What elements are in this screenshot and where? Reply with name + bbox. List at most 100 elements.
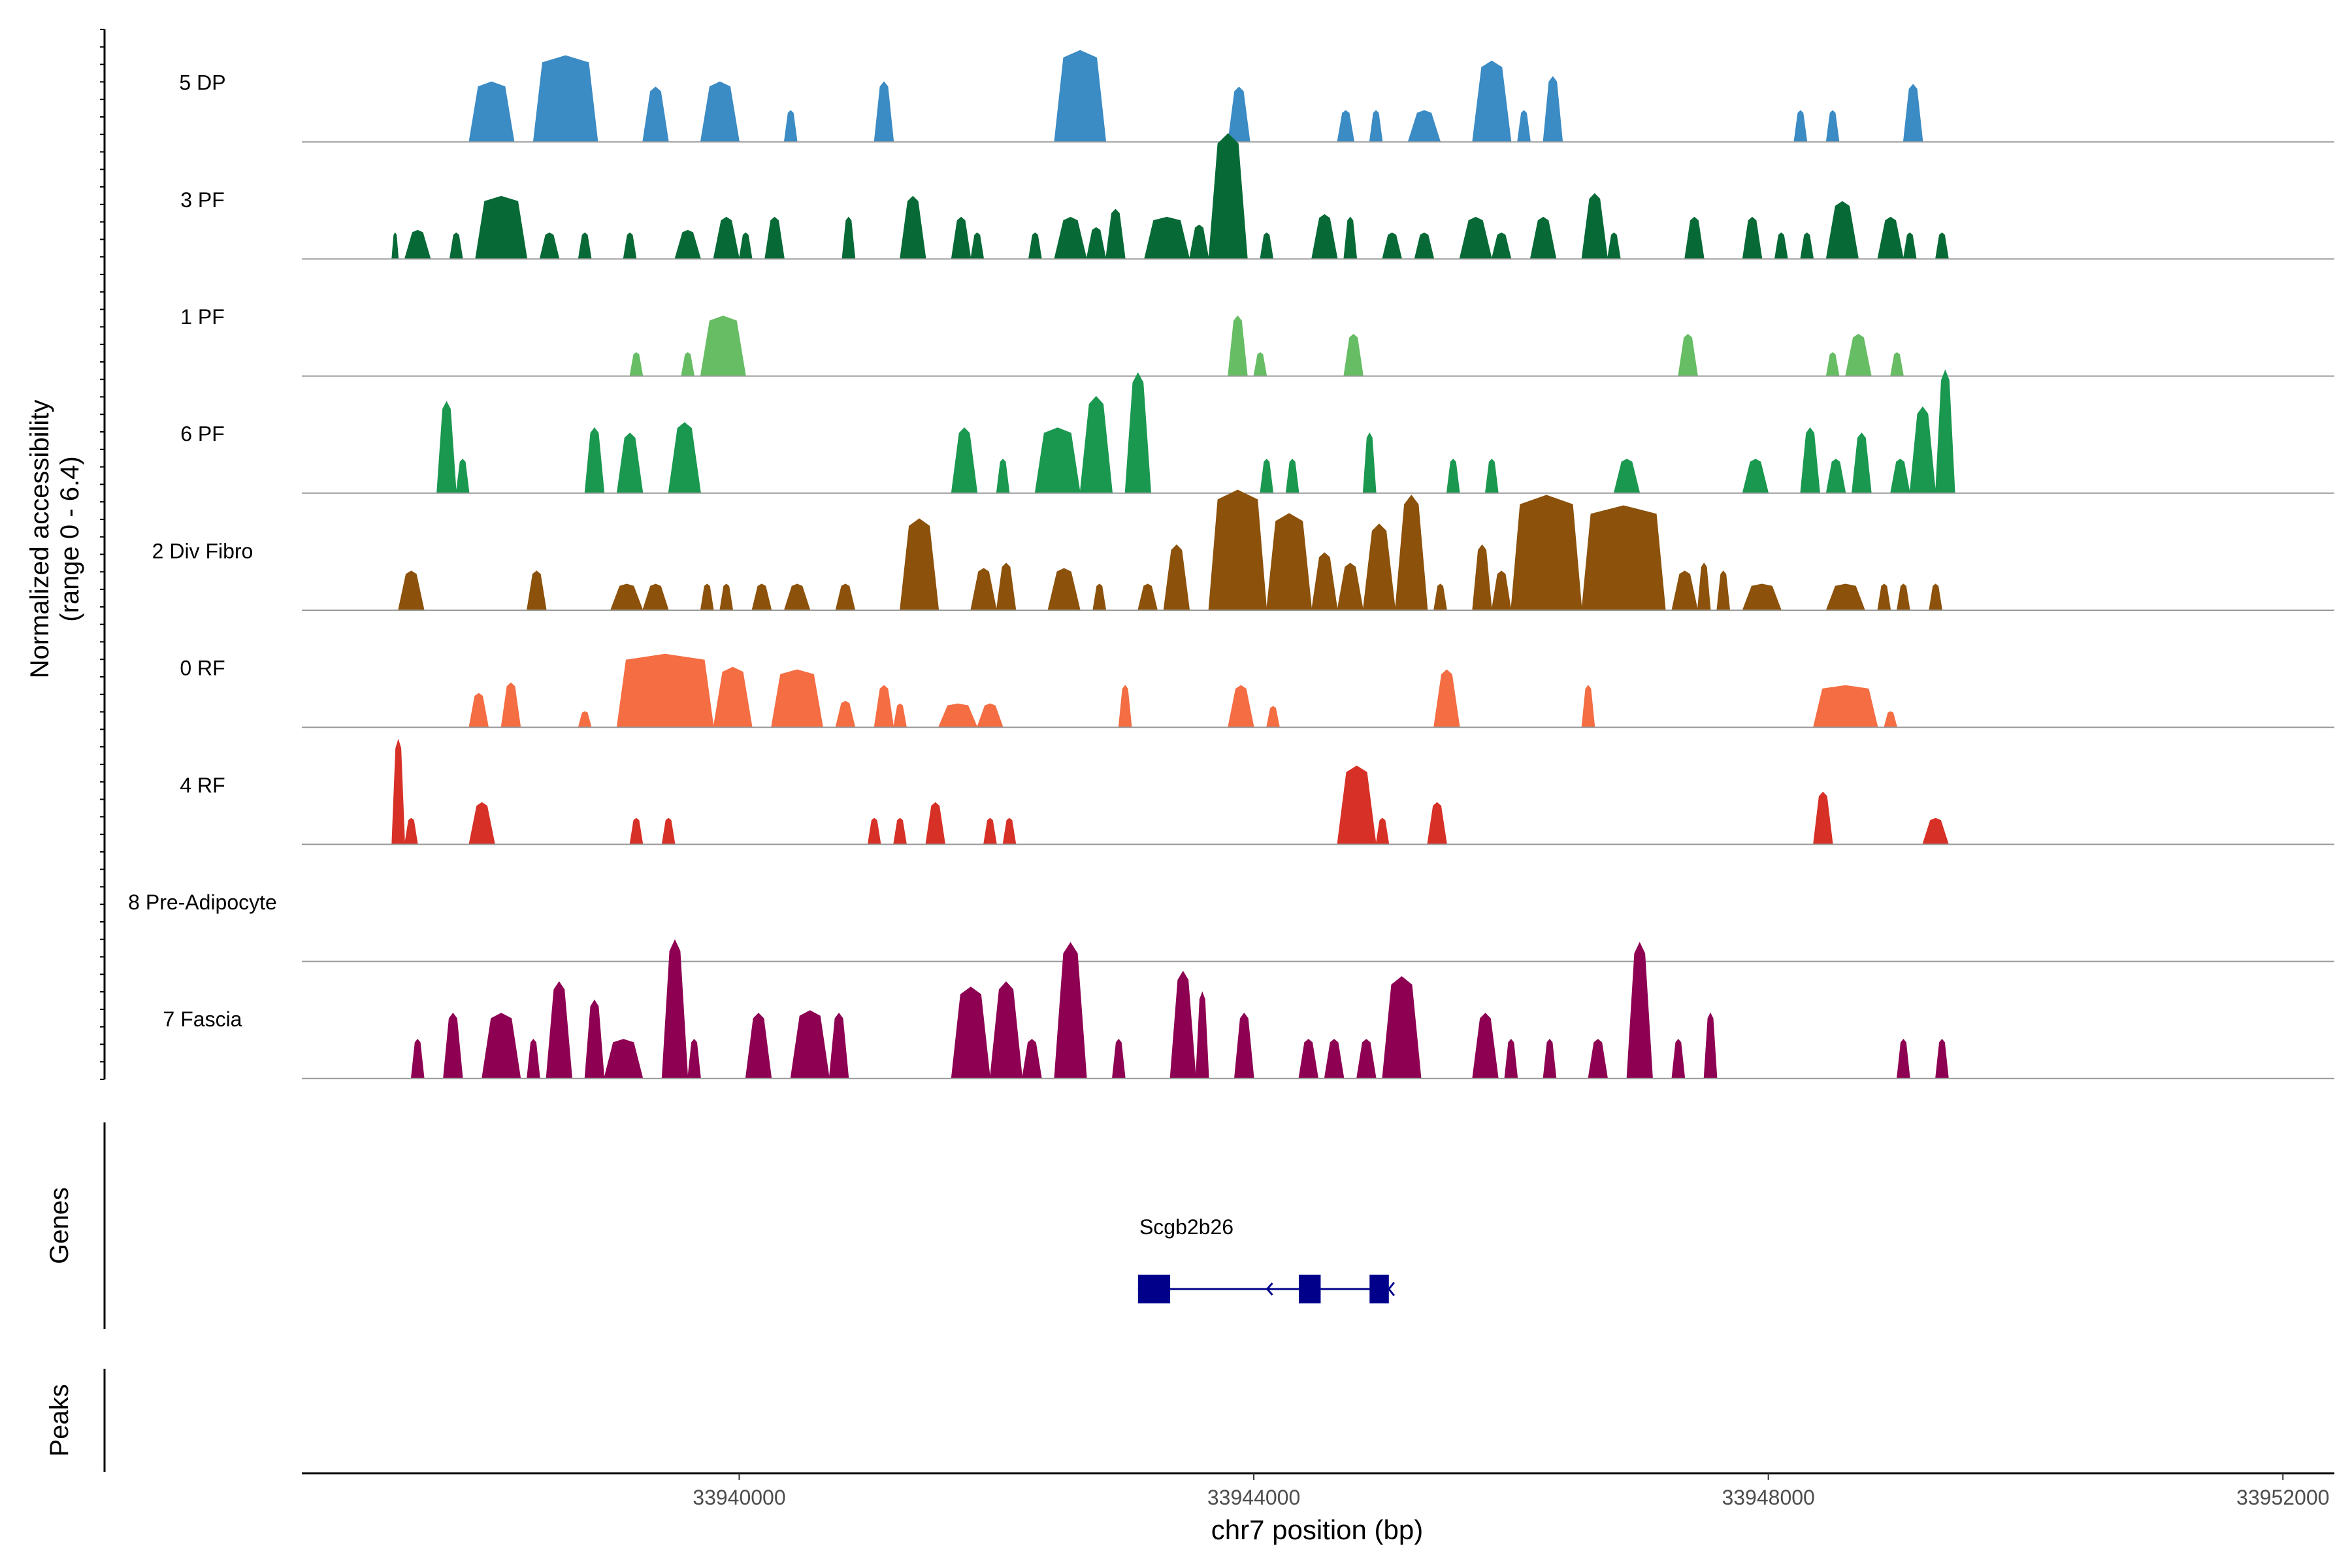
coverage-peak: [828, 1012, 849, 1079]
genes-panel: Genes Scgb2b26: [45, 1122, 1395, 1329]
track-label: 8 Pre-Adipocyte: [128, 890, 277, 914]
coverage-peak: [449, 232, 463, 259]
coverage-peak: [1529, 216, 1557, 259]
track-1-pf: 1 PF: [180, 305, 2334, 377]
coverage-peak: [391, 738, 406, 845]
y-axis-label-line2: (range 0 - 6.4): [56, 456, 84, 621]
coverage-peak: [1877, 583, 1891, 611]
coverage-peak: [1337, 765, 1377, 845]
coverage-peak: [578, 232, 592, 259]
coverage-peak: [482, 1013, 521, 1079]
coverage-peak: [1504, 1039, 1518, 1079]
coverage-peak: [1311, 214, 1338, 259]
coverage-peak: [1543, 1039, 1557, 1079]
coverage-peak: [1903, 232, 1917, 259]
coverage-peak: [642, 583, 669, 611]
x-tick-label: 33940000: [693, 1486, 785, 1509]
coverage-peak: [1825, 110, 1840, 142]
coverage-peak: [1118, 685, 1132, 728]
coverage-peak: [1716, 570, 1731, 611]
coverage-peak: [1626, 941, 1653, 1079]
coverage-peak: [1054, 941, 1087, 1079]
coverage-peak: [1369, 110, 1383, 142]
coverage-peak: [1896, 1039, 1910, 1079]
coverage-peak: [1337, 563, 1364, 611]
coverage-peak: [1105, 208, 1126, 259]
coverage-peak: [1163, 544, 1190, 611]
coverage-peak: [532, 55, 598, 142]
coverage-peak: [1517, 110, 1531, 142]
coverage-peak: [996, 563, 1017, 611]
coverage-peak: [1543, 76, 1563, 142]
coverage-peak: [642, 86, 669, 142]
coverage-peak: [1935, 369, 1955, 494]
coverage-peak: [1266, 706, 1281, 728]
coverage-peak: [1337, 110, 1355, 142]
coverage-peak: [1433, 583, 1447, 611]
coverage-peak: [1742, 216, 1763, 259]
coverage-peak: [1169, 970, 1196, 1079]
coverage-peak: [1228, 315, 1248, 377]
coverage-peak: [584, 999, 605, 1079]
coverage-peak: [996, 459, 1010, 494]
coverage-tracks: 5 DP 3 PF 1 PF 6 PF 2 Div Fibro 0 RF 4 RF 8 Pre…: [128, 50, 2334, 1079]
coverage-peak: [1427, 802, 1447, 845]
x-tick-label: 33944000: [1207, 1486, 1300, 1509]
coverage-peak: [874, 81, 894, 142]
coverage-peak: [1022, 1039, 1042, 1079]
coverage-peak: [970, 568, 997, 611]
coverage-peak: [1414, 232, 1435, 259]
gene-exon: [1137, 1275, 1171, 1303]
x-axis-label: chr7 position (bp): [1211, 1514, 1424, 1545]
coverage-peak: [1607, 232, 1621, 259]
coverage-peak: [500, 682, 521, 728]
coverage-peak: [1703, 1012, 1718, 1079]
coverage-peak: [951, 216, 972, 259]
coverage-peak: [455, 459, 470, 494]
coverage-peak: [410, 1039, 425, 1079]
coverage-peak: [835, 583, 856, 611]
coverage-peak: [1002, 817, 1017, 845]
coverage-peak: [398, 570, 425, 611]
coverage-peak: [1678, 333, 1698, 377]
y-axis: [100, 29, 106, 1080]
coverage-peak: [527, 1039, 540, 1079]
coverage-peak: [1356, 1039, 1377, 1079]
coverage-peak: [1793, 110, 1808, 142]
coverage-peak: [1588, 1039, 1609, 1079]
coverage-peak: [391, 232, 399, 259]
track-label: 1 PF: [180, 305, 225, 329]
x-axis: 33940000 33944000 33948000 33952000: [302, 1472, 2334, 1509]
track-2-div-fibro: 2 Div Fibro: [152, 489, 2334, 611]
gene-strand-arrow: [1387, 1282, 1395, 1296]
genes-label: Genes: [45, 1187, 74, 1264]
coverage-peak: [1813, 791, 1833, 845]
coverage-peak: [1188, 224, 1209, 259]
coverage-peak: [1298, 1039, 1319, 1079]
coverage-peak: [475, 195, 528, 259]
coverage-peak: [1581, 193, 1609, 259]
coverage-peak: [1459, 216, 1492, 259]
coverage-peak: [893, 703, 907, 728]
y-axis-label-line1: Normalized accessibility: [25, 400, 54, 679]
coverage-peak: [719, 583, 734, 611]
coverage-peak: [1343, 216, 1358, 259]
coverage-peak: [764, 216, 785, 259]
coverage-peak: [616, 653, 714, 728]
coverage-peak: [1266, 513, 1313, 611]
coverage-peak: [700, 583, 714, 611]
coverage-peak: [674, 229, 702, 259]
coverage-peak: [713, 666, 753, 728]
coverage-peak: [610, 583, 644, 611]
coverage-peak: [1484, 459, 1499, 494]
track-label: 4 RF: [180, 774, 225, 797]
coverage-peak: [1903, 84, 1923, 142]
coverage-peak: [1079, 396, 1113, 494]
track-label: 5 DP: [179, 71, 225, 95]
coverage-peak: [1324, 1039, 1345, 1079]
coverage-peak: [1228, 86, 1250, 142]
coverage-peak: [1909, 406, 1936, 494]
coverage-peak: [1800, 232, 1814, 259]
coverage-peak: [841, 216, 856, 259]
track-label: 7 Fascia: [163, 1007, 242, 1031]
